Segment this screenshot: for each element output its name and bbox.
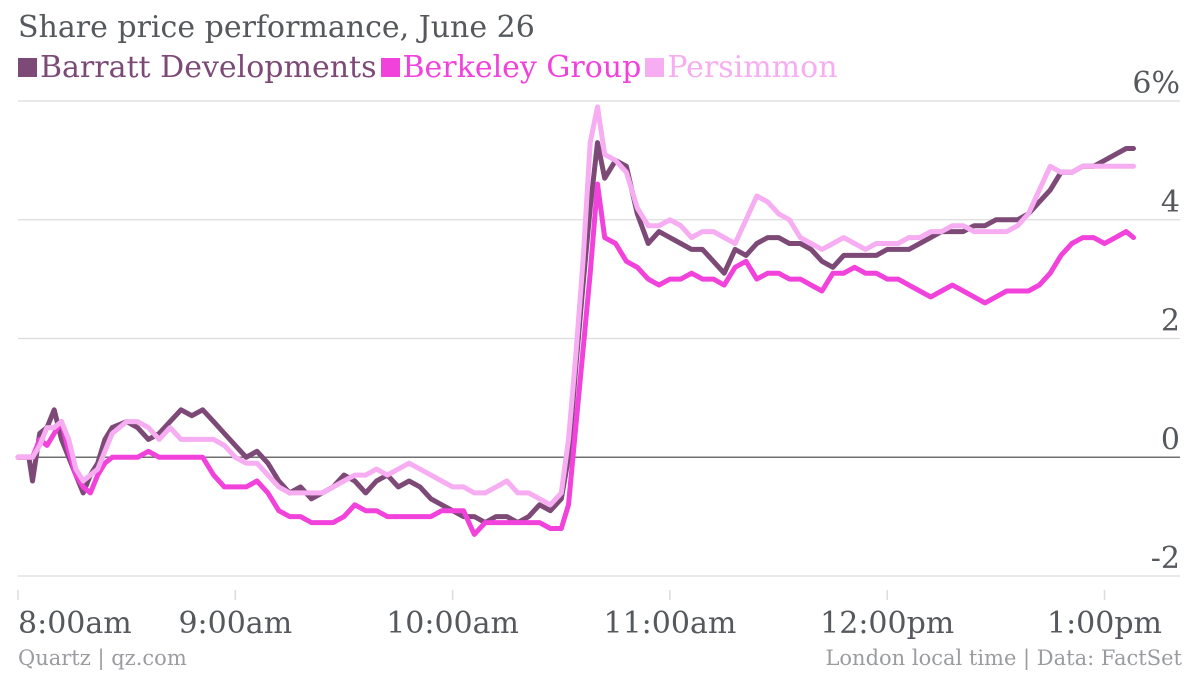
legend-swatch: [380, 58, 400, 77]
x-tick-label: 1:00pm: [1047, 606, 1162, 641]
y-axis-labels: -2 0 2 4 6%: [1132, 66, 1180, 576]
y-tick-label: 4: [1161, 185, 1180, 220]
legend-label: Berkeley Group: [402, 50, 642, 85]
x-tick-label: 12:00pm: [820, 606, 954, 641]
x-axis: 8:00am 9:00am 10:00am 11:00am 12:00pm 1:00pm: [17, 590, 1162, 641]
legend-swatch: [18, 58, 37, 77]
y-tick-label: 0: [1161, 422, 1180, 457]
series-line-persimmon: [15, 104, 1136, 508]
legend-swatch: [645, 58, 665, 77]
legend-item-barratt-developments: Barratt Developments: [18, 50, 377, 85]
y-tick-label: 2: [1161, 304, 1180, 339]
x-tick-label: 9:00am: [178, 606, 292, 641]
x-tick-label: 11:00am: [604, 606, 737, 641]
grid-lines: [18, 100, 1180, 577]
x-tick-label: 10:00am: [386, 606, 519, 641]
series-line-berkeley-group: [15, 181, 1136, 537]
chart-title: Share price performance, June 26: [18, 10, 535, 45]
chart-legend: Barratt Developments Berkeley Group Persim…: [18, 50, 842, 85]
series-lines: [15, 104, 1136, 537]
source-credit: Quartz | qz.com: [18, 646, 187, 670]
legend-label: Persimmon: [667, 50, 838, 85]
x-tick-label: 8:00am: [18, 606, 132, 641]
y-tick-label: 6%: [1132, 66, 1180, 101]
legend-label: Barratt Developments: [40, 50, 377, 85]
y-tick-label: -2: [1151, 541, 1180, 576]
legend-item-persimmon: Persimmon: [645, 50, 838, 85]
data-source-note: London local time | Data: FactSet: [825, 646, 1182, 670]
legend-item-berkeley-group: Berkeley Group: [380, 50, 642, 85]
